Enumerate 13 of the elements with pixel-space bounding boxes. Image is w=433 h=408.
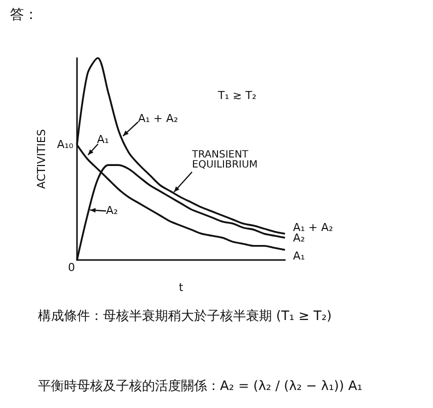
annotation: T₁ ≳ T₂ <box>217 89 256 102</box>
text: 0 <box>68 261 75 274</box>
annotation: A₁ + A₂ <box>138 112 178 125</box>
series-label: A₁ <box>293 249 305 262</box>
y-axis-title: ACTIVITIES <box>35 129 48 189</box>
text: 平衡時母核及子核的活度關係：A₂ = (λ₂ / (λ₂ − λ₁)) A₁ <box>38 378 362 394</box>
text: 構成條件：母核半衰期稍大於子核半衰期 (T₁ ≥ T₂) <box>38 308 332 324</box>
text: A₁₀ <box>57 138 74 151</box>
x-axis-title: t <box>178 281 184 294</box>
annotation: TRANSIENT EQUILIBRIUM <box>191 150 258 170</box>
annotation: A₁ <box>97 133 109 146</box>
chart-title: 答： <box>10 7 38 23</box>
legend-label: A₂ <box>106 204 118 217</box>
